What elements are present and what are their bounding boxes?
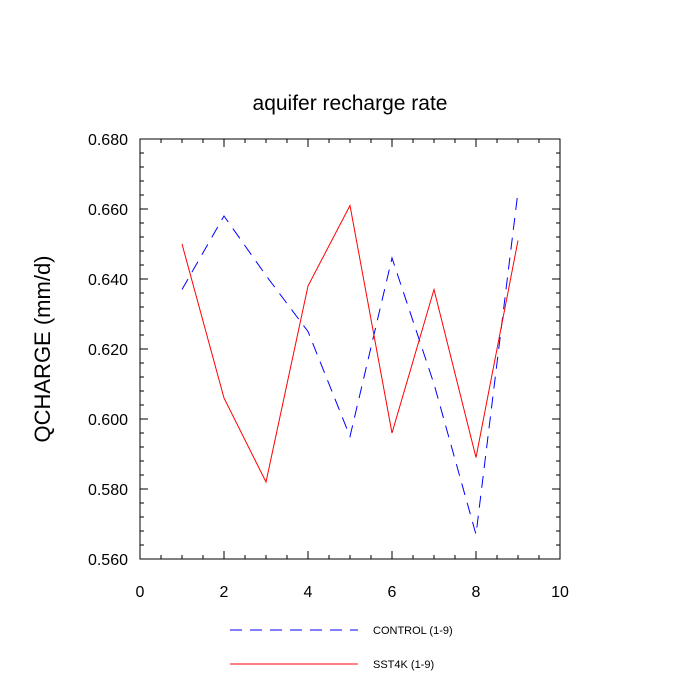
y-tick-label: 0.640	[88, 272, 128, 289]
y-tick-label: 0.560	[88, 552, 128, 569]
x-tick-label: 10	[551, 584, 569, 601]
chart-title: aquifer recharge rate	[253, 92, 448, 115]
y-tick-label: 0.680	[88, 132, 128, 149]
y-tick-label: 0.600	[88, 412, 128, 429]
x-tick-label: 4	[304, 584, 313, 601]
legend: CONTROL (1-9) SST4K (1-9)	[230, 625, 453, 671]
y-tick-label: 0.580	[88, 482, 128, 499]
x-tick-label: 2	[220, 584, 229, 601]
y-tick-label: 0.620	[88, 342, 128, 359]
y-tick-label: 0.660	[88, 202, 128, 219]
x-tick-label: 0	[136, 584, 145, 601]
legend-label: SST4K (1-9)	[373, 659, 434, 671]
series-line-sst4k	[181, 203, 519, 484]
series-line-control	[181, 191, 519, 535]
x-tick-label: 8	[472, 584, 481, 601]
axis-ticks: 0 2 4 6 8 10 0.560 0.580 0.600 0.620 0.640 0.660 0.6…	[88, 132, 569, 601]
series-lines	[181, 191, 519, 535]
legend-label: CONTROL (1-9)	[373, 625, 453, 637]
x-tick-label: 6	[388, 584, 397, 601]
y-axis-label: QCHARGE (mm/d)	[30, 256, 55, 443]
